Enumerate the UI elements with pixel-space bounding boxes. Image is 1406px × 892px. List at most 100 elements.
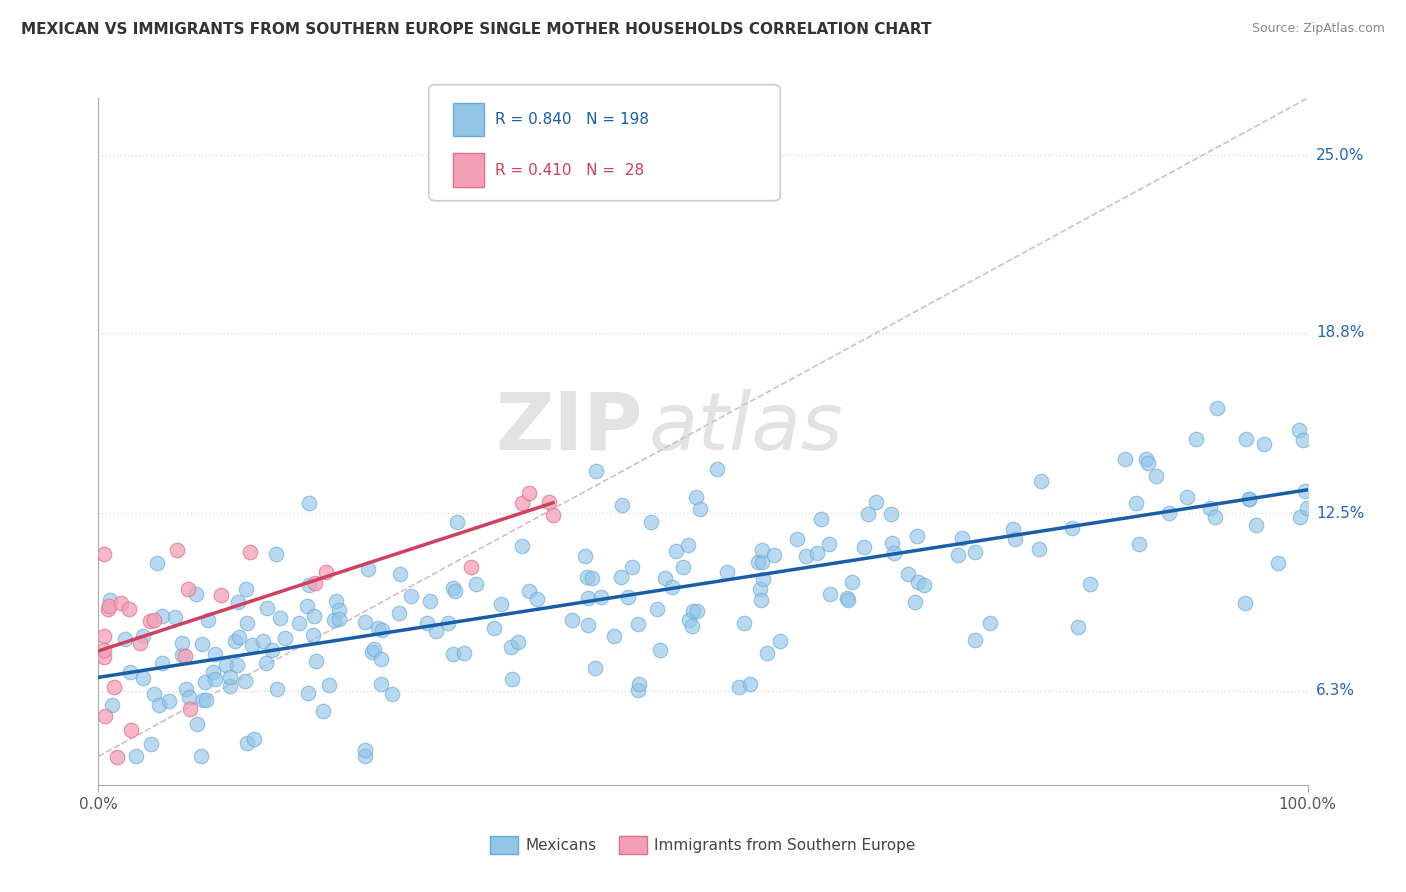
Point [1253,437,1275,451]
Point [131,629,153,643]
Point [179,701,201,715]
Point [755,646,778,660]
Point [371,623,394,637]
Point [318,678,340,692]
Point [315,565,337,579]
Point [328,612,350,626]
Point [93,629,115,643]
Point [197,613,219,627]
Point [305,654,328,668]
Point [585,464,607,478]
Point [506,634,529,648]
Point [581,571,603,585]
Point [437,616,460,631]
Point [302,609,325,624]
Point [1206,401,1229,416]
Point [170,648,193,663]
Point [166,543,188,558]
Point [583,661,606,675]
Point [288,615,311,630]
Point [897,567,920,582]
Point [165,610,187,624]
Point [110,596,132,610]
Point [236,736,259,750]
Point [1125,496,1147,510]
Point [818,537,841,551]
Point [93,643,115,657]
Point [252,634,274,648]
Point [1028,542,1050,557]
Point [1291,433,1313,447]
Point [389,566,412,581]
Point [139,737,162,751]
Text: ZIP: ZIP [495,389,643,467]
Point [482,621,505,635]
Point [215,658,238,673]
Point [224,634,246,648]
Point [620,560,643,574]
Point [1237,491,1260,506]
Point [266,681,288,696]
Point [302,628,325,642]
Point [97,599,120,613]
Point [225,657,247,672]
Point [93,649,115,664]
Point [441,581,464,595]
Point [738,676,761,690]
Point [1029,474,1052,488]
Point [852,541,875,555]
Point [304,576,326,591]
Point [686,604,709,618]
Point [460,559,482,574]
Point [150,608,173,623]
Point [297,686,319,700]
Point [907,574,929,589]
Point [751,572,773,586]
Point [239,545,262,559]
Point [769,633,792,648]
Point [148,698,170,712]
Point [665,543,688,558]
Point [1114,451,1136,466]
Point [654,571,676,585]
Point [298,578,321,592]
Point [105,750,128,764]
Point [747,555,769,569]
Point [610,570,633,584]
Point [363,642,385,657]
Point [240,638,263,652]
Point [965,632,987,647]
Point [1267,557,1289,571]
Point [1144,469,1167,483]
Point [264,547,287,561]
Point [236,616,259,631]
Point [1234,596,1257,610]
Point [218,679,240,693]
Point [399,589,422,603]
Point [242,731,264,746]
Point [174,681,197,696]
Point [354,742,377,756]
Point [93,547,115,561]
Point [202,665,225,679]
Point [1136,456,1159,470]
Point [311,704,333,718]
Text: Source: ZipAtlas.com: Source: ZipAtlas.com [1251,22,1385,36]
Text: R = 0.410   N =  28: R = 0.410 N = 28 [495,163,644,178]
Point [661,580,683,594]
Point [425,624,447,639]
Point [170,636,193,650]
Point [204,672,226,686]
Point [512,539,534,553]
Point [733,616,755,631]
Point [685,490,707,504]
Point [1004,532,1026,546]
Point [1078,577,1101,591]
Point [441,647,464,661]
Point [963,544,986,558]
Point [118,602,141,616]
Point [786,532,808,546]
Point [1067,620,1090,634]
Point [880,535,903,549]
Point [647,601,669,615]
